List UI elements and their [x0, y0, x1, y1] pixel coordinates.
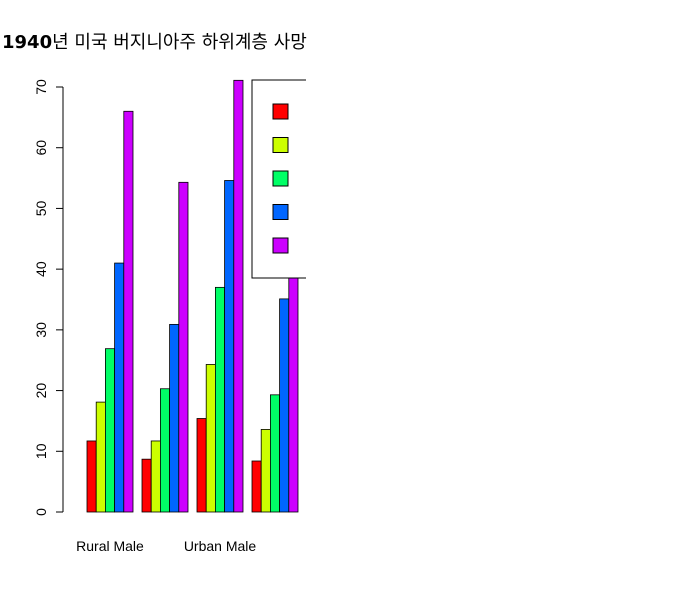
y-tick-label: 0: [33, 508, 49, 516]
bar: [269, 394, 280, 513]
bar: [233, 79, 244, 513]
chart-title-year: 1940: [2, 32, 52, 53]
bar: [95, 401, 106, 513]
y-tick-label: 50: [33, 200, 49, 216]
x-category-label: Rural Male: [76, 538, 144, 554]
bar: [178, 181, 189, 513]
legend-swatch: [272, 237, 289, 254]
bar: [279, 298, 290, 513]
legend-swatch: [272, 103, 289, 120]
legend-swatch: [272, 137, 289, 153]
bar-group: [86, 79, 299, 513]
y-axis: 0 10 20 30 40 50 60 70: [33, 79, 64, 516]
y-tick-label: 70: [33, 79, 49, 95]
chart-title-text: 년 미국 버지니아주 하위계층 사망: [52, 32, 307, 53]
y-tick-label: 20: [33, 383, 49, 399]
y-tick-label: 10: [33, 443, 49, 459]
y-tick-label: 40: [33, 261, 49, 277]
x-axis-labels: Rural Male Urban Male: [76, 538, 256, 554]
bar: [260, 429, 271, 513]
x-category-label: Urban Male: [184, 538, 257, 554]
bar: [86, 440, 97, 513]
bar: [114, 262, 125, 513]
chart-title: 1940년 미국 버지니아주 하위계층 사망: [2, 32, 307, 53]
y-tick-label: 30: [33, 322, 49, 338]
bar: [251, 460, 262, 513]
bar: [159, 388, 170, 513]
legend-swatch: [272, 204, 289, 220]
bar: [214, 286, 225, 513]
bar: [169, 323, 180, 513]
bar: [123, 110, 134, 513]
bar: [224, 180, 235, 513]
y-tick-label: 60: [33, 140, 49, 156]
bar: [150, 440, 161, 513]
bar: [105, 348, 116, 513]
bar: [196, 418, 207, 513]
bar: [205, 364, 216, 513]
legend: [251, 79, 306, 279]
bar: [141, 458, 152, 513]
legend-swatch: [272, 170, 289, 187]
